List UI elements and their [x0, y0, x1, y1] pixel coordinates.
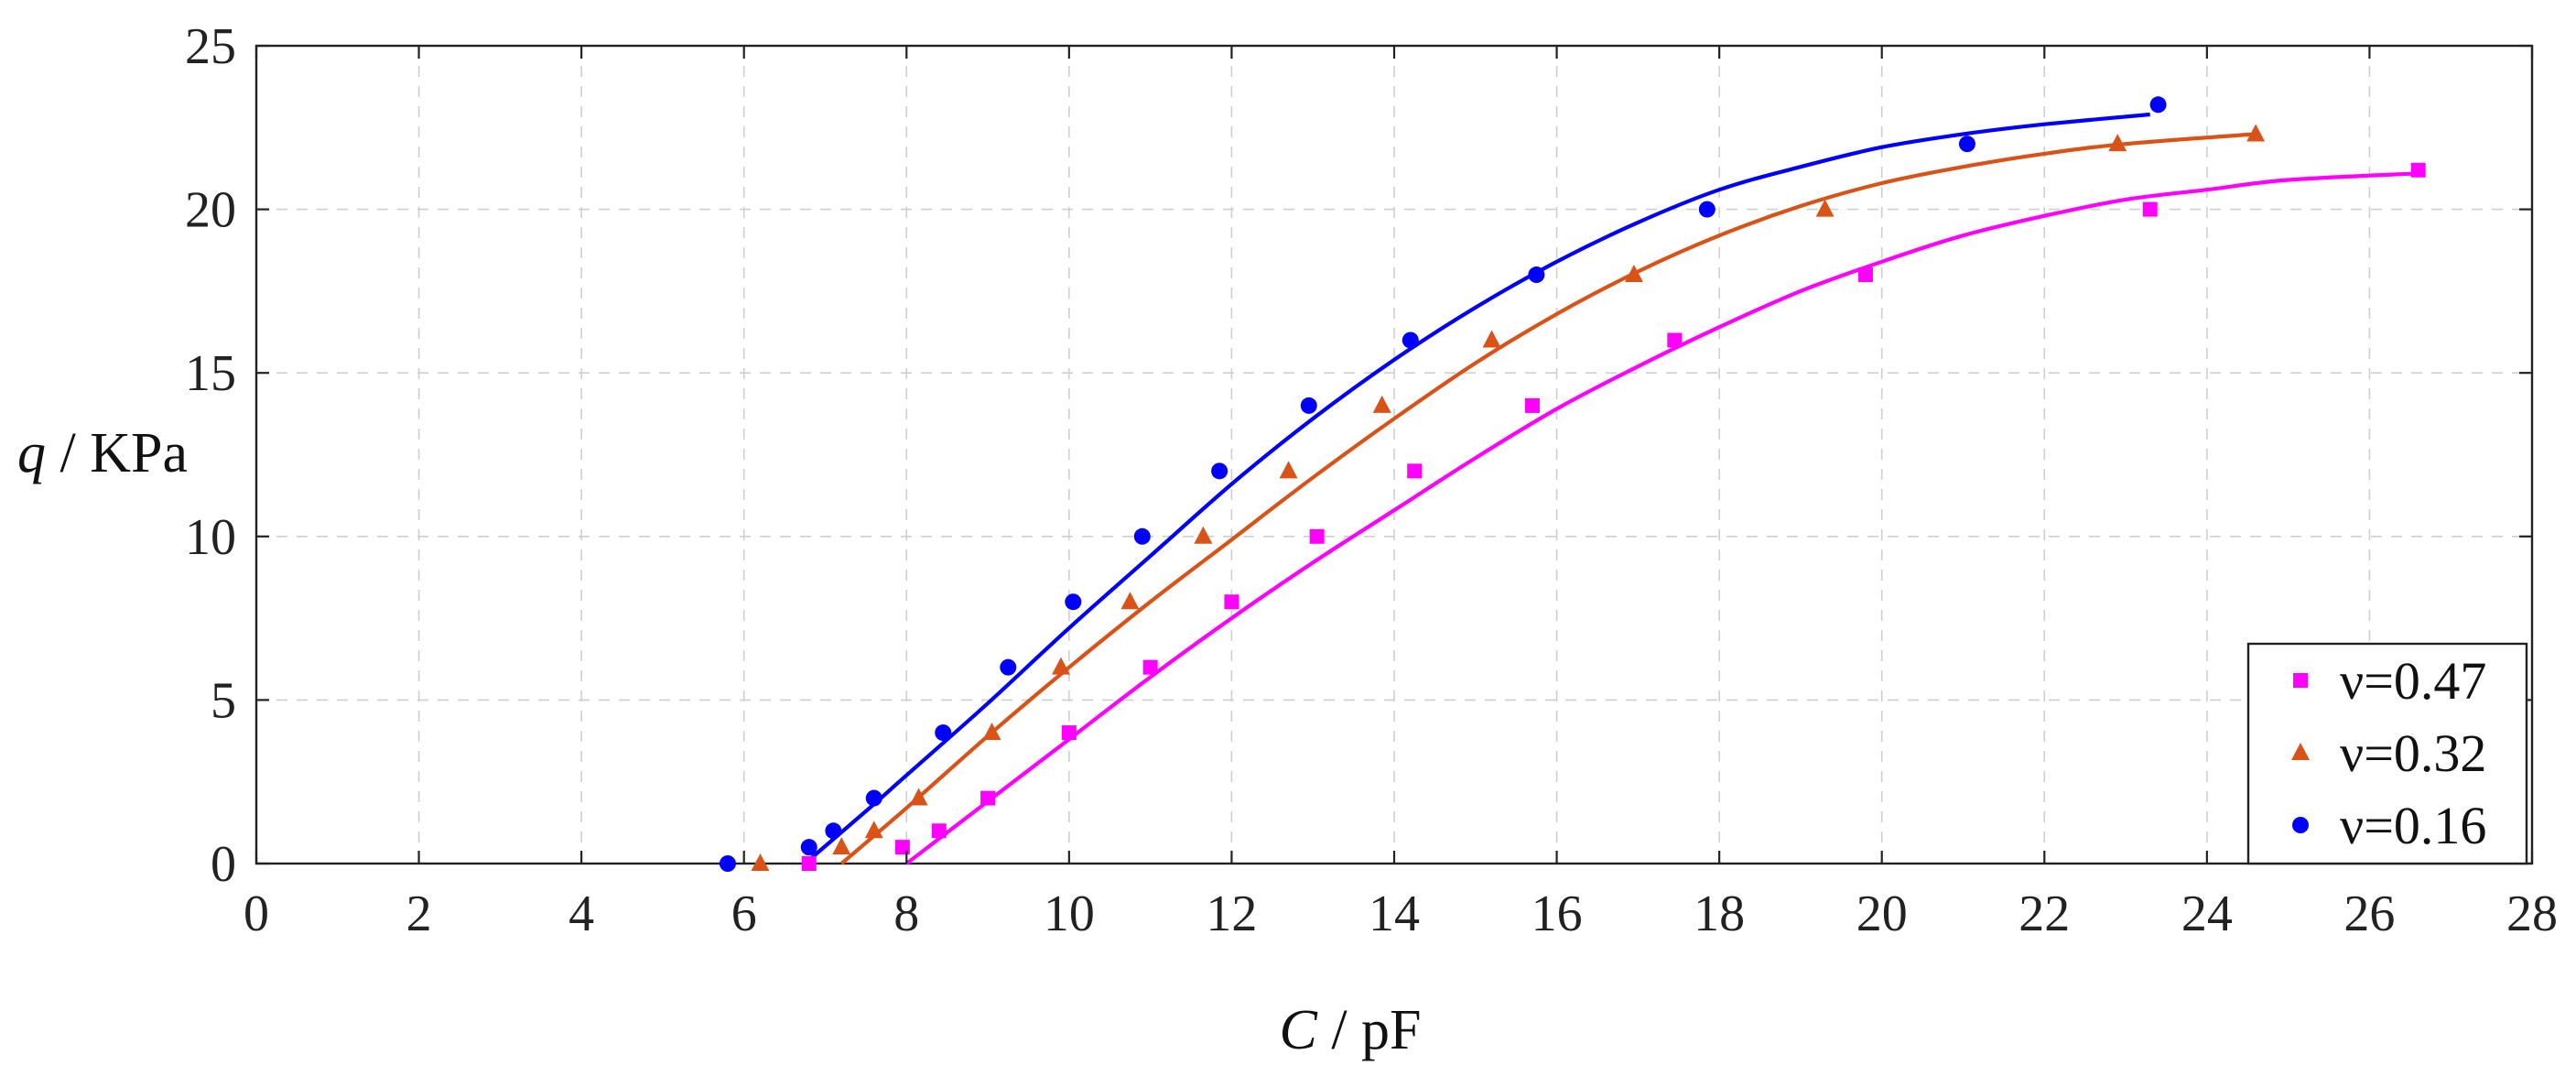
legend: ν=0.47 ν=0.32 ν=0.16	[2246, 642, 2528, 865]
y-tick-label: 0	[211, 836, 236, 893]
data-point-032	[1194, 526, 1213, 544]
data-point-016	[1133, 527, 1151, 545]
x-tick-label: 28	[2506, 886, 2558, 942]
data-point-047	[1061, 725, 1077, 741]
x-tick-label: 6	[731, 886, 757, 942]
x-tick-label: 26	[2343, 886, 2395, 942]
x-axis-label: C / pF	[1279, 999, 1421, 1061]
y-tick-label: 15	[185, 345, 236, 402]
x-tick-label: 20	[1856, 886, 1908, 942]
data-point-047	[1667, 332, 1683, 348]
x-tick-label: 8	[893, 886, 919, 942]
data-point-016	[1211, 462, 1228, 480]
data-point-016	[825, 822, 842, 840]
data-point-016	[865, 789, 882, 807]
data-markers	[719, 96, 2426, 872]
legend-label: ν=0.32	[2340, 723, 2486, 783]
data-point-032	[1279, 461, 1298, 479]
x-tick-label: 0	[244, 886, 269, 942]
data-point-047	[1857, 267, 1873, 283]
data-point-047	[931, 823, 947, 839]
data-point-016	[1065, 593, 1082, 611]
legend-marker-032	[2291, 743, 2310, 760]
data-point-047	[980, 790, 996, 806]
x-tick-label: 2	[406, 886, 432, 942]
data-point-032	[1815, 199, 1835, 217]
data-point-032	[864, 821, 883, 839]
y-tick-label: 5	[211, 672, 236, 729]
data-point-016	[719, 855, 736, 872]
data-point-016	[1958, 136, 1975, 153]
data-point-047	[1309, 528, 1325, 544]
data-point-047	[2142, 201, 2158, 217]
x-tick-label: 18	[1694, 886, 1745, 942]
data-point-047	[1524, 397, 1540, 413]
x-tick-labels: 0 2 4 6 8 10 12 14 16 18 20 22 24 26 28	[244, 46, 2558, 942]
data-point-016	[800, 839, 817, 856]
legend-marker-047	[2293, 673, 2308, 688]
data-point-032	[909, 788, 928, 806]
data-point-047	[801, 856, 817, 871]
data-point-047	[1224, 594, 1239, 610]
x-tick-label: 4	[568, 886, 594, 942]
legend-label: ν=0.47	[2340, 651, 2486, 711]
x-tick-label: 12	[1206, 886, 1257, 942]
data-point-032	[1372, 395, 1391, 413]
data-point-047	[894, 840, 910, 855]
y-tick-label: 10	[185, 509, 236, 566]
data-point-047	[1142, 659, 1158, 675]
data-point-016	[1300, 397, 1317, 414]
x-tick-label: 14	[1369, 886, 1420, 942]
legend-label: ν=0.16	[2340, 796, 2486, 855]
y-tick-labels: 0 5 10 15 20 25	[185, 18, 2532, 893]
data-point-016	[2149, 96, 2167, 114]
data-point-016	[1402, 331, 1419, 349]
fit-line-016	[803, 112, 2150, 865]
data-point-032	[1120, 592, 1140, 610]
x-tick-label: 16	[1532, 886, 1583, 942]
data-point-047	[2410, 162, 2426, 178]
data-point-032	[982, 723, 1001, 741]
data-point-016	[1000, 658, 1017, 676]
data-point-032	[2108, 134, 2127, 152]
data-point-032	[1051, 657, 1070, 675]
data-point-047	[1407, 463, 1423, 479]
y-axis-label: q / KPa	[17, 422, 188, 484]
y-tick-label: 25	[185, 18, 236, 75]
x-tick-label: 10	[1044, 886, 1095, 942]
data-point-032	[832, 837, 851, 855]
legend-marker-016	[2292, 817, 2309, 833]
data-point-032	[1482, 330, 1501, 348]
x-tick-label: 22	[2019, 886, 2070, 942]
fit-line-047	[905, 171, 2419, 865]
data-point-032	[1624, 265, 1643, 283]
data-point-016	[935, 724, 952, 742]
data-point-016	[1528, 266, 1545, 284]
x-tick-label: 24	[2181, 886, 2233, 942]
data-point-016	[1698, 201, 1716, 218]
data-point-032	[751, 853, 770, 871]
y-tick-label: 20	[185, 182, 236, 239]
data-point-032	[2246, 124, 2266, 142]
